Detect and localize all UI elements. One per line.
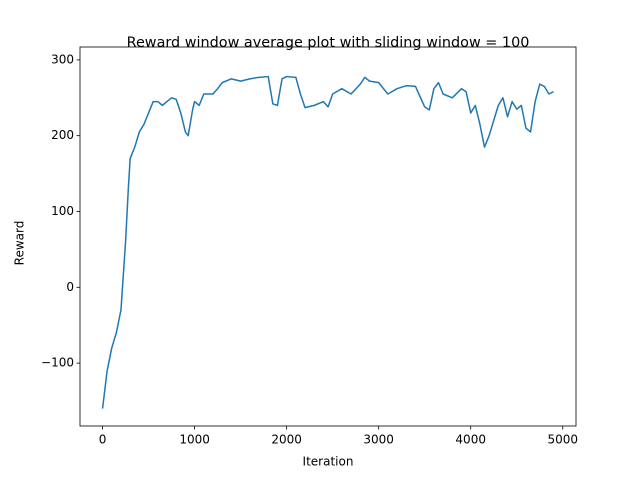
- data-line: [101, 75, 554, 409]
- x-tick-label: 0: [99, 433, 107, 447]
- y-tick-label: 100: [51, 204, 74, 218]
- x-axis-label: Iteration: [303, 455, 354, 469]
- x-tick-label: 2000: [271, 433, 302, 447]
- chart-title: Reward window average plot with sliding …: [127, 35, 530, 51]
- y-tick-label: 200: [51, 128, 74, 142]
- x-tick-label: 1000: [179, 433, 210, 447]
- plot-frame: [79, 46, 577, 427]
- x-tick-label: 5000: [547, 433, 578, 447]
- y-tick-label: 300: [51, 52, 74, 66]
- x-tick-label: 3000: [363, 433, 394, 447]
- y-axis-label: Reward: [13, 221, 27, 266]
- y-tick-label: −100: [41, 356, 74, 370]
- y-tick-label: 0: [66, 280, 74, 294]
- x-tick-label: 4000: [455, 433, 486, 447]
